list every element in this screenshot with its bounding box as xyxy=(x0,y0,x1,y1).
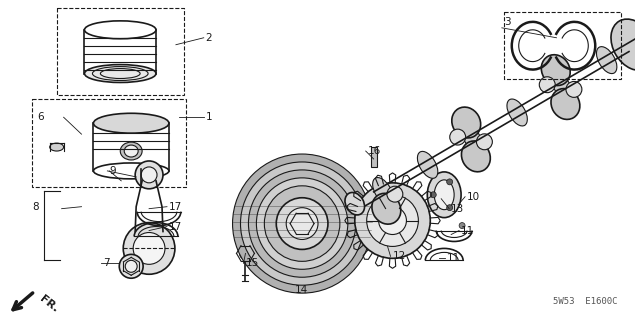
Circle shape xyxy=(248,170,355,277)
Text: 8: 8 xyxy=(32,202,38,212)
Text: FR.: FR. xyxy=(38,294,60,315)
Circle shape xyxy=(123,223,175,274)
Circle shape xyxy=(125,260,137,272)
Ellipse shape xyxy=(94,113,169,133)
Text: 11: 11 xyxy=(447,253,461,263)
Ellipse shape xyxy=(427,172,461,218)
Text: 3: 3 xyxy=(504,17,510,27)
Circle shape xyxy=(447,205,453,211)
Circle shape xyxy=(430,192,436,198)
Ellipse shape xyxy=(611,19,637,70)
Text: 13: 13 xyxy=(451,204,464,214)
Ellipse shape xyxy=(120,142,142,160)
Circle shape xyxy=(459,223,465,228)
Circle shape xyxy=(233,154,371,293)
Ellipse shape xyxy=(85,65,156,83)
Circle shape xyxy=(355,183,430,258)
Ellipse shape xyxy=(137,166,145,172)
Text: 11: 11 xyxy=(461,226,475,236)
Ellipse shape xyxy=(124,145,138,157)
Circle shape xyxy=(135,161,163,189)
Circle shape xyxy=(450,129,466,145)
Circle shape xyxy=(476,134,492,150)
Circle shape xyxy=(264,186,340,261)
Text: 14: 14 xyxy=(295,285,308,295)
Text: 1: 1 xyxy=(206,112,212,122)
Circle shape xyxy=(286,208,318,239)
Circle shape xyxy=(141,167,157,183)
Polygon shape xyxy=(371,147,376,167)
Ellipse shape xyxy=(50,143,64,151)
Circle shape xyxy=(133,233,165,264)
Circle shape xyxy=(276,198,328,249)
Circle shape xyxy=(257,178,348,269)
Text: 16: 16 xyxy=(368,146,381,156)
Ellipse shape xyxy=(461,141,490,172)
Circle shape xyxy=(241,162,364,285)
Ellipse shape xyxy=(373,178,393,204)
Text: 17: 17 xyxy=(169,221,182,232)
Ellipse shape xyxy=(345,192,364,215)
Ellipse shape xyxy=(507,99,527,126)
Ellipse shape xyxy=(551,89,580,119)
Text: 9: 9 xyxy=(110,166,116,176)
Circle shape xyxy=(367,195,419,246)
Ellipse shape xyxy=(417,151,438,178)
Text: 5W53  E1600C: 5W53 E1600C xyxy=(553,297,617,306)
Circle shape xyxy=(387,186,403,202)
Circle shape xyxy=(540,77,555,93)
Ellipse shape xyxy=(552,73,572,100)
Text: 10: 10 xyxy=(467,192,480,202)
Text: 7: 7 xyxy=(103,258,110,268)
Ellipse shape xyxy=(434,180,454,210)
Text: 2: 2 xyxy=(206,33,212,43)
Circle shape xyxy=(378,207,406,235)
Ellipse shape xyxy=(541,55,570,85)
Text: 6: 6 xyxy=(37,112,43,122)
Ellipse shape xyxy=(452,107,481,138)
Ellipse shape xyxy=(372,193,401,224)
Text: 12: 12 xyxy=(392,252,406,261)
Circle shape xyxy=(566,82,582,97)
Circle shape xyxy=(447,179,453,185)
Circle shape xyxy=(119,254,143,278)
Ellipse shape xyxy=(462,125,483,152)
Text: 17: 17 xyxy=(169,202,182,212)
Text: 15: 15 xyxy=(245,258,259,268)
Ellipse shape xyxy=(596,47,617,74)
